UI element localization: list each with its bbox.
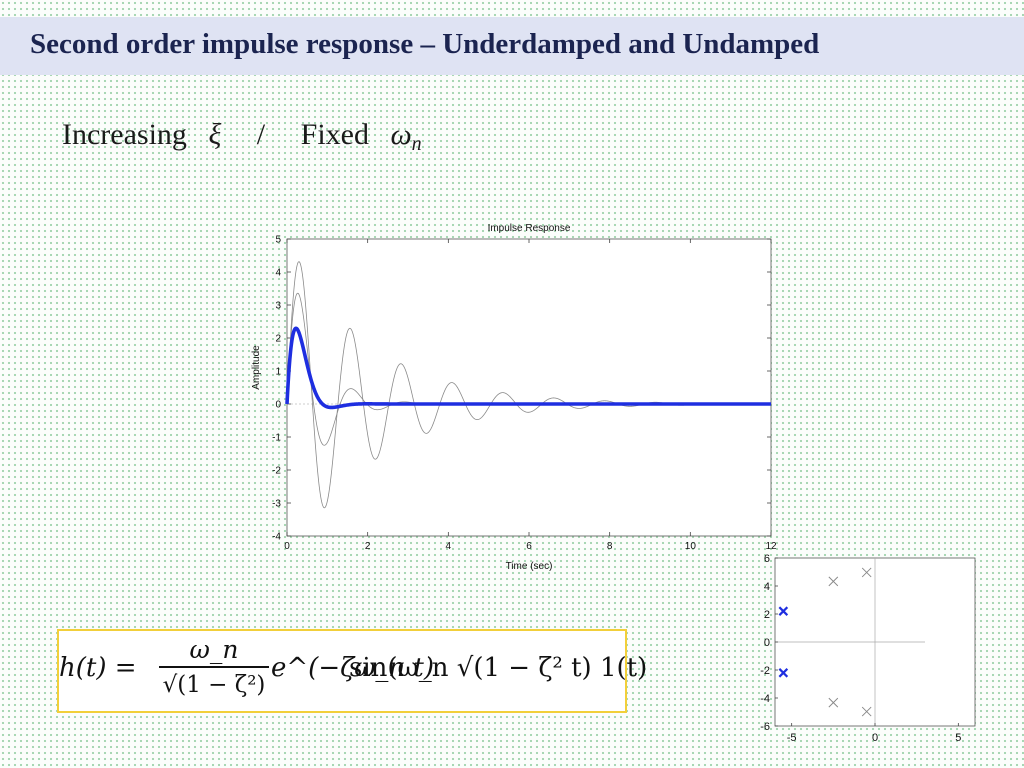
subtitle-symbol-omega-sub: n xyxy=(411,133,422,155)
pole-marker xyxy=(778,606,789,616)
subtitle-separator: / xyxy=(256,118,266,151)
pz-y-tick-label: -4 xyxy=(760,693,770,705)
pole-marker-stroke xyxy=(861,706,872,717)
y-tick-label: 3 xyxy=(275,301,281,312)
impulse-response-formula: h(t) = ω_n √(1 − ζ²) e^(−ζω_n t) sin(ω_n… xyxy=(59,635,647,707)
subtitle-word-fixed: Fixed xyxy=(300,118,369,151)
title-bar xyxy=(0,17,1024,75)
pz-x-tick-label: 5 xyxy=(955,732,961,744)
pole-marker-stroke xyxy=(828,576,839,587)
pz-y-tick-label: 6 xyxy=(764,553,770,565)
y-tick-label: -1 xyxy=(272,433,281,444)
slide-title: Second order impulse response – Underdam… xyxy=(30,28,820,60)
pole-marker xyxy=(778,668,789,678)
subtitle-symbol-omega: ω xyxy=(390,118,412,151)
y-tick-label: 0 xyxy=(275,400,281,411)
y-tick-label: -4 xyxy=(272,532,281,543)
x-tick-label: 8 xyxy=(607,541,613,552)
pole-marker-stroke xyxy=(778,668,789,678)
pz-y-tick-label: -2 xyxy=(760,665,770,677)
formula-box: h(t) = ω_n √(1 − ζ²) e^(−ζω_n t) sin(ω_n… xyxy=(57,629,647,713)
formula-numerator: ω_n xyxy=(189,635,239,664)
slide-subtitle: Increasing ξ / Fixed ωn xyxy=(62,118,422,156)
formula-lhs: h(t) = xyxy=(59,653,137,683)
y-tick-label: 1 xyxy=(275,367,281,378)
pz-y-tick-label: 4 xyxy=(764,581,770,593)
pole-marker xyxy=(828,576,839,587)
subtitle-word-increasing: Increasing xyxy=(62,118,187,151)
y-tick-label: 4 xyxy=(275,268,281,279)
x-tick-label: 6 xyxy=(526,541,532,552)
y-tick-label: -3 xyxy=(272,499,281,510)
y-tick-label: 5 xyxy=(275,235,281,246)
pz-y-tick-label: 0 xyxy=(764,637,770,649)
x-tick-label: 4 xyxy=(446,541,452,552)
plot-area xyxy=(286,238,772,537)
subtitle-symbol-xi: ξ xyxy=(208,118,222,151)
pole-marker-stroke xyxy=(778,606,789,616)
x-tick-label: 0 xyxy=(284,541,290,552)
x-tick-label: 2 xyxy=(365,541,371,552)
pz-y-tick-label: 2 xyxy=(764,609,770,621)
chart-title: Impulse Response xyxy=(488,223,571,234)
pole-marker-stroke xyxy=(861,567,872,578)
pz-y-tick-label: -6 xyxy=(760,721,770,733)
formula-denominator: √(1 − ζ²) xyxy=(162,672,266,698)
formula-sine-term: sin(ω_n √(1 − ζ² t) 1(t) xyxy=(349,653,648,683)
x-tick-label: 10 xyxy=(685,541,697,552)
formula-exponential: e^(−ζω_n t) xyxy=(271,653,434,683)
pole-marker xyxy=(828,697,839,708)
pole-marker-stroke xyxy=(828,697,839,708)
y-axis-label: Amplitude xyxy=(251,345,262,390)
x-tick-label: 12 xyxy=(765,541,777,552)
pz-x-tick-label: 0 xyxy=(872,732,878,744)
y-tick-label: -2 xyxy=(272,466,281,477)
formula-fraction: ω_n √(1 − ζ²) xyxy=(159,635,269,698)
formula-fraction-bar xyxy=(159,666,269,668)
pz-x-tick-label: -5 xyxy=(787,732,797,744)
y-tick-label: 2 xyxy=(275,334,281,345)
x-axis-label: Time (sec) xyxy=(506,561,553,572)
pole-marker xyxy=(861,567,872,578)
series-line-2 xyxy=(285,326,771,410)
pole-marker xyxy=(861,706,872,717)
